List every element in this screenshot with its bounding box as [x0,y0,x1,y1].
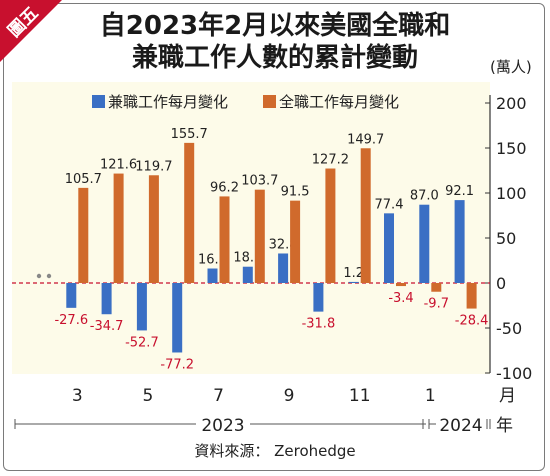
baseline-marker [36,273,42,279]
full-time-value-label: 91.5 [281,185,310,200]
full-time-value-label: -3.4 [388,291,413,306]
part-time-bar [278,253,289,283]
full-time-bar [148,175,159,283]
full-time-bar [325,168,336,283]
x-tick-label: 11 [349,386,371,406]
x-tick-label: 7 [213,386,224,406]
legend-label-full-time: 全職工作每月變化 [279,93,400,111]
baseline-marker [46,273,52,279]
full-time-bar [219,196,230,283]
full-time-value-label: 121.6 [100,158,137,173]
full-time-value-label: 149.7 [347,132,384,147]
part-time-value-label: 87.0 [410,189,439,204]
part-time-value-label: -31.8 [302,317,336,332]
y-tick-label: -100 [496,364,532,383]
y-tick-label: 200 [496,94,527,113]
part-time-value-label: 77.4 [375,197,404,212]
x-tick-label: 5 [142,386,153,406]
x-tick-label: 1 [425,386,436,406]
full-time-bar [360,148,371,283]
y-tick-label: 50 [496,229,516,248]
y-tick-label: 100 [496,184,527,203]
part-time-value-label: -77.2 [160,357,194,372]
x-tick-label: 9 [284,386,295,406]
part-time-bar [419,204,430,283]
full-time-value-label: 103.7 [241,174,278,189]
full-time-bar [78,187,89,283]
part-time-bar [172,283,183,353]
legend-swatch-part-time [92,95,105,108]
part-time-bar [313,283,324,312]
full-time-bar [431,283,442,292]
chart-title-line1: 自2023年2月以來美國全職和 [99,11,451,41]
chart-title-line2: 兼職工作人數的累計變動 [131,43,418,73]
part-time-value-label: -34.7 [90,319,124,334]
part-time-bar [101,283,112,315]
part-time-bar [207,268,218,283]
full-time-value-label: 127.2 [312,153,349,168]
x-axis-year-unit: 年 [496,416,513,436]
year-label-2023: 2023 [201,416,244,436]
year-label-bg [196,413,250,435]
year-label-2024: 2024 [439,416,482,436]
y-axis-unit: (萬人) [490,58,532,76]
part-time-value-label: -52.7 [125,335,159,350]
y-tick-label: -50 [496,319,522,338]
part-time-bar [242,266,253,283]
year-label-bg [436,413,486,435]
legend-item-part-time: 兼職工作每月變化 [92,91,228,112]
full-time-value-label: -9.7 [424,297,449,312]
full-time-bar [466,283,477,309]
full-time-value-label: 155.7 [171,127,208,142]
legend-swatch-full-time [263,95,276,108]
source-note: 資料來源： Zerohedge [194,442,356,460]
full-time-value-label: 119.7 [135,159,172,174]
part-time-bar [136,283,147,331]
part-time-value-label: 92.1 [445,184,474,199]
y-tick-label: 0 [496,274,506,293]
full-time-value-label: -28.4 [455,314,489,329]
full-time-bar [396,283,406,287]
part-time-bar [348,281,359,283]
full-time-bar [184,142,195,283]
full-time-value-label: 96.2 [210,180,239,195]
full-time-bar [254,189,265,283]
y-tick-label: 150 [496,139,527,158]
part-time-value-label: 1.2 [343,266,364,281]
figure-badge [0,0,62,62]
legend-item-full-time: 全職工作每月變化 [263,91,399,112]
legend-label-part-time: 兼職工作每月變化 [108,93,229,111]
plot-area [12,82,490,374]
part-time-bar [454,200,465,283]
x-axis-month-unit: 月 [499,386,516,406]
part-time-bar [66,283,77,308]
full-time-bar [113,173,124,283]
part-time-bar [384,213,394,283]
full-time-value-label: 105.7 [65,172,102,187]
x-tick-label: 3 [72,386,83,406]
full-time-bar [290,200,301,283]
part-time-value-label: -27.6 [54,313,88,328]
